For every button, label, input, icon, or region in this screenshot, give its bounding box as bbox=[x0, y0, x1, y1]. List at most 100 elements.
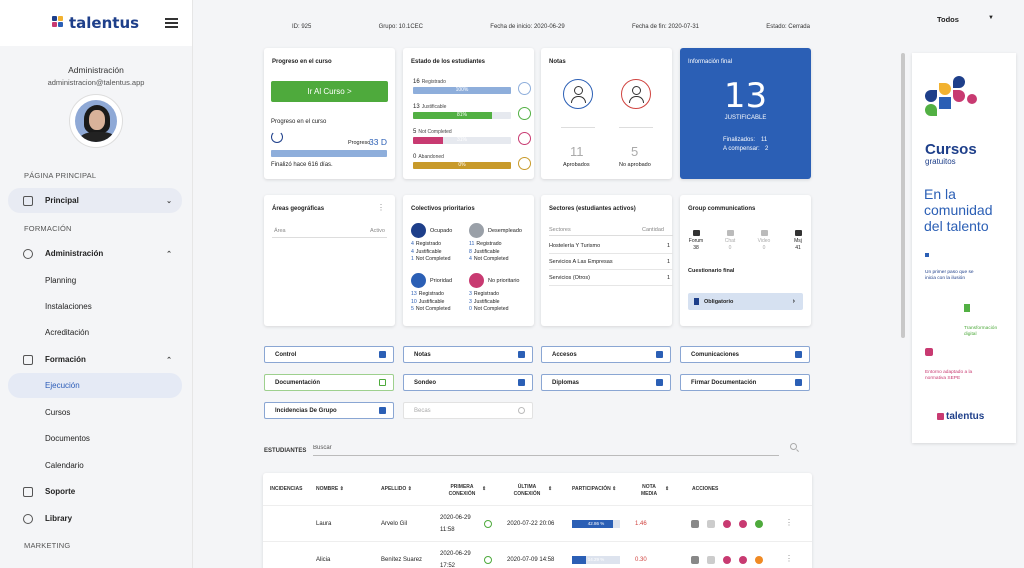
status-percent: 31% bbox=[456, 137, 467, 143]
priority-stat-value: 1 bbox=[411, 256, 414, 263]
student-search-input[interactable] bbox=[313, 441, 779, 456]
finalizados-value: 11 bbox=[761, 137, 768, 143]
status-bar: 81% bbox=[413, 112, 511, 119]
group-status: Estado: Cerrada bbox=[766, 24, 810, 30]
more-vertical-icon[interactable]: ⋮ bbox=[785, 554, 793, 563]
more-vertical-icon[interactable]: ⋮ bbox=[785, 518, 793, 527]
more-vertical-icon[interactable]: ⋮ bbox=[377, 203, 385, 212]
warning-icon[interactable] bbox=[755, 556, 763, 564]
eye-icon[interactable] bbox=[723, 520, 731, 528]
participation-value: 42.86 % bbox=[587, 521, 605, 526]
sidebar-item-documentos[interactable]: Documentos bbox=[45, 434, 90, 443]
action-button-incidencias-de-grupo[interactable]: Incidencias De Grupo bbox=[264, 402, 394, 419]
minus-circle-icon[interactable] bbox=[518, 157, 531, 170]
checkbox-icon[interactable] bbox=[691, 520, 699, 528]
comm-msj[interactable]: Msj 41 bbox=[786, 230, 810, 251]
cell-primera-time: 11:58 bbox=[440, 527, 455, 533]
sidebar-item-instalaciones[interactable]: Instalaciones bbox=[45, 302, 92, 311]
comm-forum[interactable]: Forum 38 bbox=[684, 230, 708, 251]
brand-name: talentus bbox=[69, 14, 140, 32]
action-button-diplomas[interactable]: Diplomas bbox=[541, 374, 671, 391]
sidebar-item-calendario[interactable]: Calendario bbox=[45, 461, 84, 470]
forum-icon bbox=[692, 230, 700, 236]
edit-icon[interactable] bbox=[739, 556, 747, 564]
questionnaire-button[interactable]: Obligatorio › bbox=[688, 293, 803, 310]
action-button-firmar-documentación[interactable]: Firmar Documentación bbox=[680, 374, 810, 391]
action-button-becas[interactable]: Becas bbox=[403, 402, 533, 419]
edit-icon[interactable] bbox=[739, 520, 747, 528]
action-button-sondeo[interactable]: Sondeo bbox=[403, 374, 533, 391]
col-participacion[interactable]: PARTICIPACIÓN ⇕ bbox=[572, 486, 616, 493]
sidebar-item-planning[interactable]: Planning bbox=[45, 276, 77, 285]
priority-stat-line: 13 Registrado bbox=[411, 291, 451, 299]
checkbox-icon[interactable] bbox=[691, 556, 699, 564]
action-button-documentación[interactable]: Documentación bbox=[264, 374, 394, 391]
approved-count: 11 bbox=[570, 144, 584, 159]
sidebar-item-administracion[interactable]: Administración ⌃ bbox=[8, 241, 182, 266]
avatar[interactable] bbox=[70, 95, 122, 147]
cell-nombre: Alicia bbox=[316, 557, 331, 563]
compensar-label: A compensar: bbox=[723, 146, 760, 152]
action-button-label: Control bbox=[275, 351, 297, 358]
col-nota[interactable]: NOTA MEDIA bbox=[640, 484, 658, 497]
sidebar-item-cursos[interactable]: Cursos bbox=[45, 408, 71, 417]
compensar-value: 2 bbox=[765, 146, 769, 152]
priority-stat-label: Registrado bbox=[418, 291, 444, 297]
comm-chat[interactable]: Chat 0 bbox=[718, 230, 742, 251]
sidebar-item-library[interactable]: Library bbox=[8, 506, 182, 531]
action-button-notas[interactable]: Notas bbox=[403, 346, 533, 363]
col-nombre[interactable]: NOMBRE ⇕ bbox=[316, 486, 344, 493]
sidebar-item-principal[interactable]: Principal ⌄ bbox=[8, 188, 182, 213]
sidebar-item-ejecucion[interactable]: Ejecución bbox=[8, 373, 182, 398]
comm-video[interactable]: Video 0 bbox=[752, 230, 776, 251]
col-apellido[interactable]: APELLIDO ⇕ bbox=[381, 486, 412, 493]
go-to-course-button[interactable]: Ir Al Curso > bbox=[271, 81, 388, 102]
sidebar-item-acreditacion[interactable]: Acreditación bbox=[45, 328, 90, 337]
trash-icon[interactable] bbox=[707, 556, 715, 564]
folder-icon bbox=[379, 379, 386, 386]
action-button-control[interactable]: Control bbox=[264, 346, 394, 363]
search-icon[interactable] bbox=[790, 443, 797, 450]
trash-icon[interactable] bbox=[707, 520, 715, 528]
status-percent: 100% bbox=[455, 87, 469, 93]
table-row[interactable]: Alicia Benítez Suarez 2020-06-29 17:52 2020-… bbox=[263, 542, 812, 568]
sort-icon[interactable]: ⇕ bbox=[665, 486, 670, 492]
comm-label: Msj bbox=[794, 238, 802, 244]
sidebar-item-soporte[interactable]: Soporte bbox=[8, 479, 182, 504]
col-area: Área bbox=[274, 228, 286, 234]
filter-select[interactable]: Todos ▼ bbox=[937, 15, 997, 24]
scrollbar[interactable] bbox=[901, 53, 905, 338]
course-progress-bar bbox=[271, 150, 387, 157]
comm-label: Video bbox=[757, 238, 771, 244]
brand-logo[interactable]: talentus bbox=[52, 14, 139, 32]
col-primera[interactable]: PRIMERA CONEXIÓN bbox=[448, 484, 476, 497]
group-info-bar: ID: 925 Grupo: 10.1CEC Fecha de inicio: … bbox=[262, 24, 810, 30]
sort-icon[interactable]: ⇕ bbox=[548, 486, 553, 492]
check-circle-icon[interactable] bbox=[518, 107, 531, 120]
status-row: 5 Not Completed 31% bbox=[413, 129, 511, 144]
warning-circle-icon[interactable] bbox=[518, 132, 531, 145]
action-button-comunicaciones[interactable]: Comunicaciones bbox=[680, 346, 810, 363]
col-apellido-label: APELLIDO bbox=[381, 486, 407, 492]
sector-name: Servicios A Las Empresas bbox=[549, 259, 613, 265]
status-row: 16 Registrado 100% bbox=[413, 79, 511, 94]
priority-stat-line: 3 Registrado bbox=[469, 291, 509, 299]
priority-stat-line: 4 Not Completed bbox=[469, 256, 509, 264]
priority-stat-value: 5 bbox=[411, 306, 414, 313]
section-formacion: FORMACIÓN bbox=[24, 224, 72, 233]
eye-icon[interactable] bbox=[723, 556, 731, 564]
ad-banner[interactable]: Cursos gratuitos En la comunidad del tal… bbox=[912, 53, 1016, 443]
col-ultima[interactable]: ÚLTIMA CONEXIÓN bbox=[513, 484, 541, 497]
briefcase-off-icon bbox=[469, 223, 484, 238]
chevron-down-icon: ⌄ bbox=[166, 197, 172, 205]
table-row[interactable]: Laura Arvelo Gil 2020-06-29 11:58 2020-07-22… bbox=[263, 506, 812, 542]
book-icon bbox=[23, 354, 33, 365]
action-button-accesos[interactable]: Accesos bbox=[541, 346, 671, 363]
sort-icon: ⇕ bbox=[339, 486, 344, 492]
sort-icon[interactable]: ⇕ bbox=[482, 486, 487, 492]
check-circle-icon[interactable] bbox=[755, 520, 763, 528]
hamburger-menu-icon[interactable] bbox=[165, 18, 178, 28]
sidebar-item-formacion[interactable]: Formación ⌃ bbox=[8, 347, 182, 372]
check-circle-icon[interactable] bbox=[518, 82, 531, 95]
priority-stat-value: 11 bbox=[469, 241, 475, 247]
